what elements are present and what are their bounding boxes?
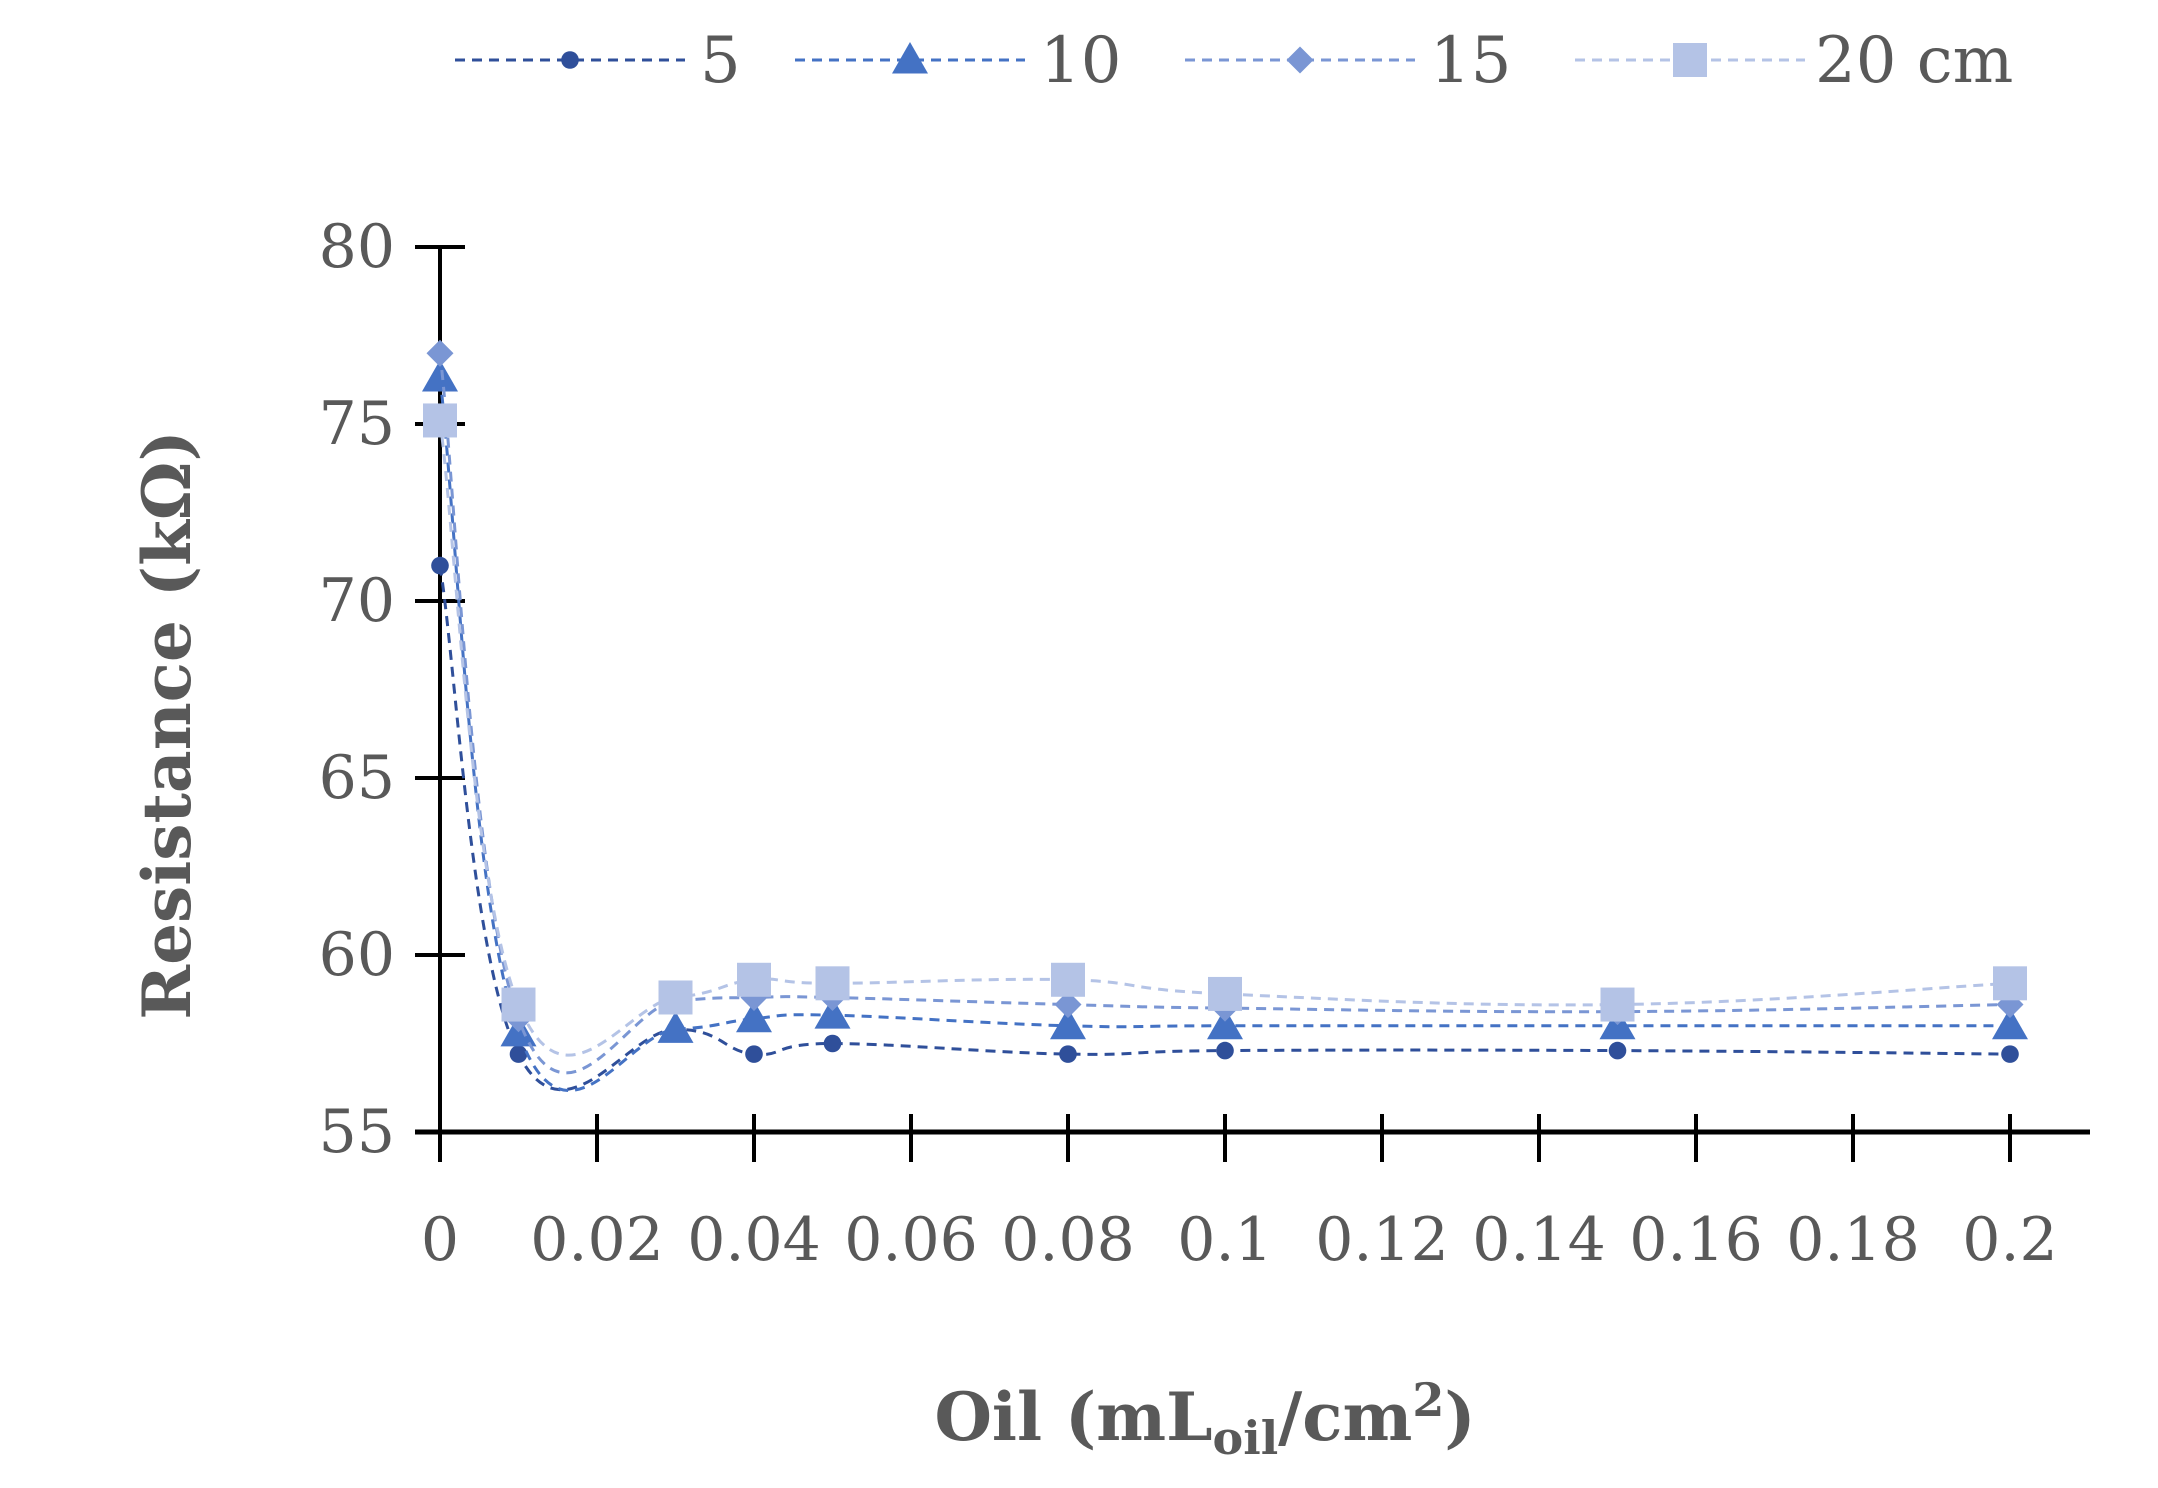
y-axis-title: Resistance (kΩ) xyxy=(128,430,206,1020)
data-point xyxy=(1050,1007,1086,1040)
data-point xyxy=(1600,987,1635,1022)
series-group xyxy=(422,339,2028,1092)
y-tick-label: 75 xyxy=(319,389,395,459)
x-tick-label: 0.1 xyxy=(1177,1205,1272,1275)
data-point xyxy=(736,1000,772,1033)
x-axis-title-sub: oil xyxy=(1213,1411,1279,1465)
data-point xyxy=(426,339,454,367)
data-point xyxy=(423,403,457,438)
legend-marker xyxy=(561,51,579,69)
data-point xyxy=(1993,966,2027,1001)
x-axis-title-main: Oil (mL xyxy=(934,1378,1212,1456)
x-tick-label: 0 xyxy=(421,1205,459,1275)
data-point xyxy=(745,1045,763,1063)
x-tick-label: 0.14 xyxy=(1472,1205,1606,1275)
data-point xyxy=(814,997,851,1029)
y-tick-label: 65 xyxy=(319,743,395,813)
legend-label: 5 xyxy=(700,24,741,98)
legend-marker xyxy=(1673,43,1707,77)
x-tick-label: 0.16 xyxy=(1629,1205,1763,1275)
x-tick-label: 0.06 xyxy=(844,1205,978,1275)
data-point xyxy=(657,1011,694,1043)
data-point xyxy=(422,359,458,392)
data-point xyxy=(815,966,850,1001)
data-point xyxy=(737,962,771,997)
x-tick-label: 0.04 xyxy=(687,1205,821,1275)
legend-item-5: 5 xyxy=(455,24,741,98)
data-point xyxy=(1051,962,1085,997)
legend-item-20-cm: 20 cm xyxy=(1575,24,2013,98)
data-point xyxy=(823,1034,842,1053)
y-tick-label: 70 xyxy=(319,566,395,636)
data-point xyxy=(431,556,449,575)
legend-label: 20 cm xyxy=(1815,24,2013,98)
series-line xyxy=(438,420,2011,1057)
y-tick-label: 60 xyxy=(319,920,395,990)
series-line xyxy=(438,353,2011,1075)
data-point xyxy=(1992,1007,2028,1040)
data-point xyxy=(509,1045,528,1063)
data-point xyxy=(1216,1041,1234,1060)
x-tick-label: 0.02 xyxy=(530,1205,664,1275)
data-point xyxy=(1208,976,1242,1011)
x-axis-title-sup: 2 xyxy=(1412,1373,1444,1427)
x-axis-title-mid: /cm xyxy=(1278,1378,1412,1456)
legend-label: 15 xyxy=(1430,24,1511,98)
axes xyxy=(415,245,2090,1162)
x-tick-label: 0.12 xyxy=(1315,1205,1449,1275)
x-tick-label: 0.18 xyxy=(1786,1205,1920,1275)
series-20-cm xyxy=(423,403,2027,1057)
legend-label: 10 xyxy=(1040,24,1121,98)
x-tick-label: 0.08 xyxy=(1001,1205,1135,1275)
legend-marker xyxy=(892,42,928,74)
tick-labels: 55 60 65 70 75 80 0 0.02 0.04 0.06 0.08 0.1 0.12 0.14… xyxy=(319,212,2058,1275)
data-point xyxy=(501,987,536,1022)
legend: 5 10 15 20 cm xyxy=(455,24,2013,98)
series-15 xyxy=(426,339,2024,1075)
data-point xyxy=(658,980,693,1015)
y-tick-label: 55 xyxy=(319,1097,395,1167)
x-axis-title-end: ) xyxy=(1444,1378,1475,1456)
legend-item-15: 15 xyxy=(1185,24,1511,98)
x-axis-title: Oil (mLoil/cm2) xyxy=(934,1373,1475,1465)
data-point xyxy=(1059,1045,1077,1063)
data-point xyxy=(1207,1007,1243,1040)
x-tick-label: 0.2 xyxy=(1962,1205,2057,1275)
legend-item-10: 10 xyxy=(795,24,1121,98)
data-point xyxy=(1054,991,1082,1019)
data-point xyxy=(1608,1041,1627,1060)
y-tick-label: 80 xyxy=(319,212,395,282)
data-point xyxy=(2001,1045,2019,1063)
legend-marker xyxy=(1286,46,1314,74)
